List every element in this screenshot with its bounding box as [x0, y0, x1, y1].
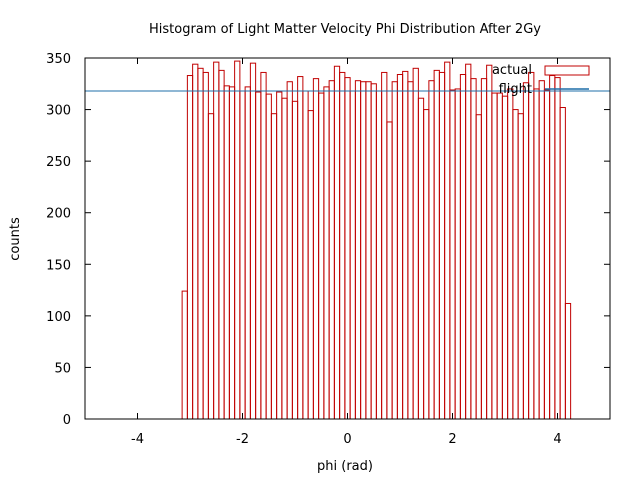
y-axis-label: counts	[8, 217, 23, 261]
histogram-bar	[381, 71, 388, 420]
histogram-bar	[375, 90, 383, 420]
histogram-bar	[433, 69, 440, 420]
histogram-bar	[517, 113, 524, 420]
histogram-bar	[328, 80, 335, 420]
histogram-bar	[412, 67, 419, 420]
legend: actual flight	[492, 63, 590, 97]
histogram-bar	[528, 71, 535, 420]
histogram-bar	[459, 74, 467, 420]
histogram-bar	[522, 82, 530, 420]
histogram-bar	[428, 80, 435, 420]
histogram-bar	[223, 85, 230, 420]
histogram-bar	[270, 113, 278, 420]
histogram-bar	[276, 91, 283, 420]
histogram-bar	[480, 78, 488, 420]
histogram-bar	[255, 91, 262, 420]
histogram-bar	[470, 78, 477, 420]
histogram-bar	[307, 110, 314, 420]
histogram-bar	[202, 71, 209, 420]
histogram-bar	[360, 81, 367, 420]
y-tick-label: 350	[46, 52, 71, 67]
histogram-bar	[260, 71, 267, 420]
x-tick-label: 0	[343, 432, 351, 447]
histogram-bar	[391, 81, 398, 420]
y-tick-label: 250	[46, 155, 71, 170]
histogram-bar	[339, 71, 346, 420]
histogram-bar	[512, 109, 519, 420]
x-axis-label: phi (rad)	[317, 459, 373, 474]
histogram-bar	[543, 89, 551, 420]
histogram-bar	[349, 90, 356, 420]
chart-title: Histogram of Light Matter Velocity Phi D…	[149, 22, 541, 37]
y-tick-label: 0	[63, 413, 71, 428]
histogram-bar	[365, 81, 372, 420]
x-tick-label: 2	[448, 432, 456, 447]
histogram-bar	[465, 63, 472, 420]
y-tick-label: 100	[46, 310, 71, 325]
histogram-bar	[423, 109, 430, 420]
histogram-bar	[370, 83, 377, 420]
histogram-bar	[449, 89, 456, 420]
histogram-bar	[386, 121, 393, 420]
histogram-bar	[302, 90, 309, 420]
histogram-bar	[286, 81, 293, 420]
histogram-bar	[438, 71, 446, 420]
histogram-bar	[402, 70, 409, 420]
y-tick-label: 150	[46, 258, 71, 273]
histogram-bar	[507, 88, 514, 420]
histogram-bar	[533, 88, 540, 420]
histogram-bar	[234, 60, 241, 420]
histogram-bar	[312, 78, 320, 420]
histogram-bar	[213, 61, 220, 420]
histogram-bar	[207, 113, 215, 420]
histogram-bar	[291, 100, 299, 420]
histogram-bar	[475, 114, 482, 420]
histogram-bar	[318, 92, 325, 420]
y-tick-label: 300	[46, 104, 71, 119]
histogram-bar	[228, 86, 236, 420]
histogram-bar	[354, 80, 362, 420]
x-tick-label: -4	[131, 432, 144, 447]
histogram-bar	[297, 76, 304, 420]
histogram-bar	[181, 290, 188, 420]
histogram-bar	[407, 81, 414, 420]
histogram-bar	[417, 97, 425, 420]
histogram-bar	[496, 92, 503, 420]
plot-area	[85, 60, 610, 420]
histogram-bar	[554, 77, 561, 420]
histogram-bar	[501, 95, 509, 420]
histogram-bar	[538, 80, 545, 420]
y-tick-label: 50	[54, 361, 71, 376]
y-tick-label: 200	[46, 207, 71, 222]
plot-frame	[84, 57, 611, 420]
histogram-bar	[396, 74, 404, 420]
axes: -4 -2 0 2 4 0 50 100 150 200 250 300 350	[46, 52, 611, 447]
x-tick-label: 4	[553, 432, 561, 447]
legend-label-actual: actual	[492, 63, 532, 78]
histogram-bar	[218, 69, 225, 420]
histogram-bar	[549, 75, 556, 420]
histogram-bar	[192, 63, 199, 420]
histogram-bar	[186, 75, 194, 420]
legend-label-flight: flight	[499, 82, 532, 97]
histogram-bar	[333, 65, 341, 420]
x-tick-label: -2	[236, 432, 249, 447]
histogram-bar	[244, 86, 251, 420]
histogram-bar	[249, 62, 257, 420]
histogram-bar	[197, 67, 204, 420]
histogram-bar	[344, 77, 351, 420]
histogram-bar	[239, 90, 246, 420]
histogram-bar	[444, 61, 451, 420]
histogram-bar	[323, 86, 330, 420]
legend-swatch-actual	[544, 65, 590, 76]
histogram-bar	[486, 64, 493, 420]
histogram-bar	[454, 88, 461, 420]
histogram-bar	[564, 302, 572, 420]
histogram-bar	[559, 107, 566, 420]
histogram-bar	[281, 97, 288, 420]
histogram-bar	[491, 92, 498, 420]
histogram-bar	[265, 93, 272, 420]
